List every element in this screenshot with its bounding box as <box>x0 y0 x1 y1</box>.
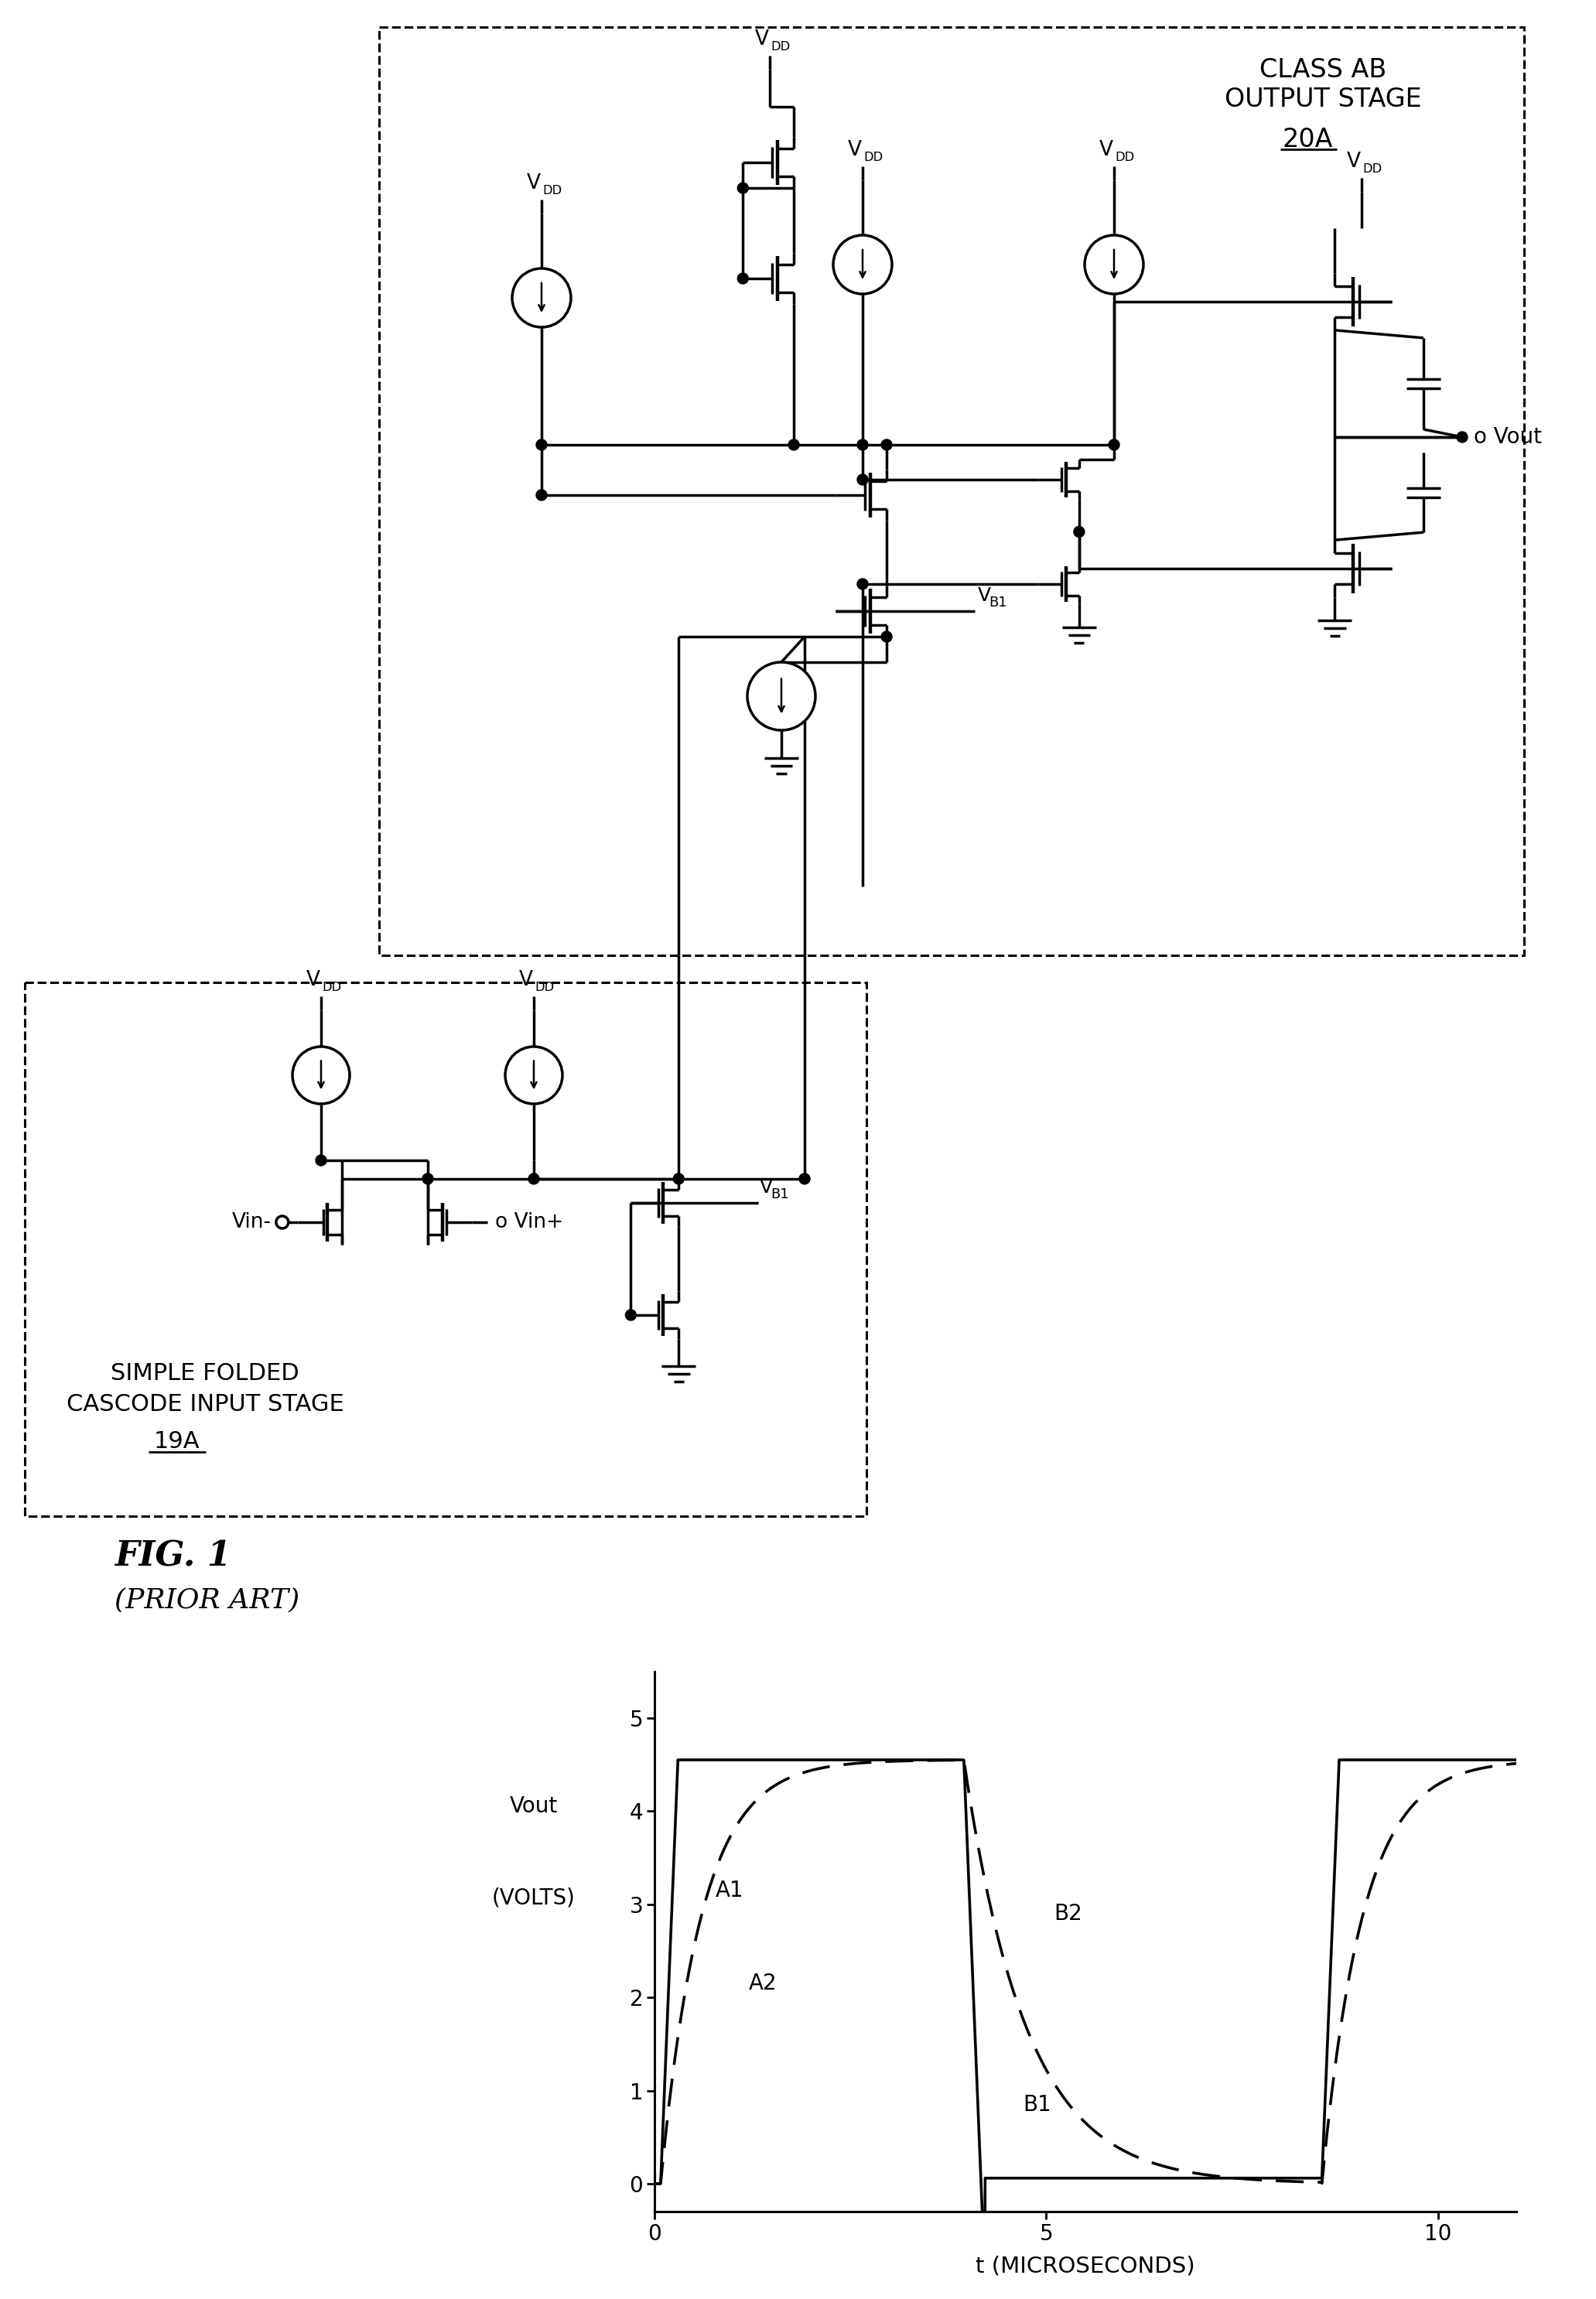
Circle shape <box>536 490 547 501</box>
Text: CASCODE INPUT STAGE: CASCODE INPUT STAGE <box>67 1393 343 1416</box>
Text: FIG. 1: FIG. 1 <box>115 1540 231 1573</box>
Circle shape <box>857 439 868 451</box>
Circle shape <box>506 1046 562 1104</box>
Circle shape <box>857 474 868 485</box>
Circle shape <box>423 1172 433 1184</box>
Circle shape <box>881 632 892 641</box>
Text: o Vin+: o Vin+ <box>495 1212 563 1232</box>
Text: OUTPUT STAGE: OUTPUT STAGE <box>1224 87 1422 113</box>
Text: B1: B1 <box>988 595 1007 609</box>
Text: (PRIOR ART): (PRIOR ART) <box>115 1586 300 1614</box>
Circle shape <box>512 269 571 326</box>
Text: Vin-: Vin- <box>231 1212 271 1232</box>
Text: B1: B1 <box>771 1186 788 1202</box>
Text: DD: DD <box>543 184 562 195</box>
Text: V: V <box>306 970 321 991</box>
Text: Vout: Vout <box>509 1796 557 1816</box>
Text: 19A: 19A <box>153 1430 200 1453</box>
Text: V: V <box>760 1177 772 1198</box>
Bar <box>380 28 1524 956</box>
Text: A2: A2 <box>749 1973 777 1993</box>
Text: DD: DD <box>1363 163 1382 175</box>
Text: DD: DD <box>535 982 554 993</box>
Text: DD: DD <box>1114 152 1135 163</box>
Text: (VOLTS): (VOLTS) <box>492 1887 576 1908</box>
Circle shape <box>528 1172 539 1184</box>
Circle shape <box>833 234 892 294</box>
Circle shape <box>1109 439 1119 451</box>
X-axis label: t (MICROSECONDS): t (MICROSECONDS) <box>975 2255 1195 2276</box>
Text: V: V <box>847 140 862 161</box>
Text: SIMPLE FOLDED: SIMPLE FOLDED <box>110 1361 300 1384</box>
Text: 20A: 20A <box>1282 126 1333 152</box>
Circle shape <box>316 1154 327 1166</box>
Circle shape <box>881 439 892 451</box>
Text: V: V <box>1347 152 1361 172</box>
Text: CLASS AB: CLASS AB <box>1259 57 1387 83</box>
Text: V: V <box>978 586 991 605</box>
Circle shape <box>857 579 868 589</box>
Circle shape <box>737 274 749 283</box>
Text: V: V <box>519 970 533 991</box>
Text: A1: A1 <box>715 1881 744 1901</box>
Text: DD: DD <box>322 982 342 993</box>
Text: B1: B1 <box>1023 2094 1052 2115</box>
Circle shape <box>1085 234 1143 294</box>
Text: B2: B2 <box>1053 1904 1082 1924</box>
Text: DD: DD <box>771 41 790 53</box>
Circle shape <box>747 662 816 731</box>
Text: V: V <box>755 30 769 51</box>
Text: DD: DD <box>863 152 883 163</box>
Text: o Vout: o Vout <box>1473 425 1542 448</box>
Circle shape <box>626 1310 637 1320</box>
Circle shape <box>1457 432 1468 441</box>
Circle shape <box>737 182 749 193</box>
Circle shape <box>800 1172 811 1184</box>
Text: V: V <box>1100 140 1114 161</box>
Circle shape <box>292 1046 350 1104</box>
Circle shape <box>1074 526 1085 538</box>
Bar <box>26 982 867 1515</box>
Circle shape <box>788 439 800 451</box>
Circle shape <box>276 1216 289 1228</box>
Circle shape <box>674 1172 685 1184</box>
Circle shape <box>536 439 547 451</box>
Text: V: V <box>527 172 541 193</box>
